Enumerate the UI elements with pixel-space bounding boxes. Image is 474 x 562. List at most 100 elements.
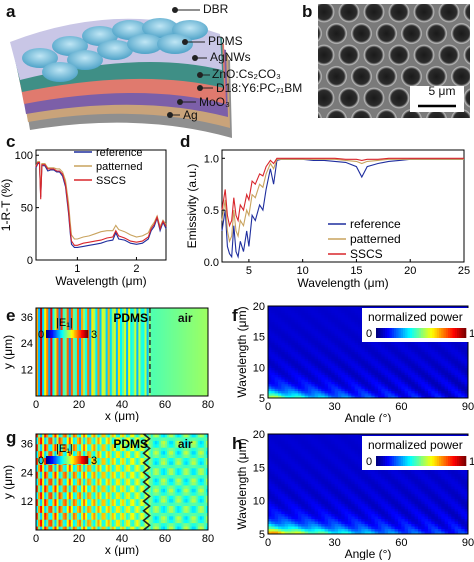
x-tick-label: 20 — [404, 265, 416, 277]
y-tick-label: 0 — [27, 255, 33, 267]
interface-line — [142, 433, 151, 531]
layer-label-active: D18:Y6:PC₇₁BM — [216, 81, 303, 95]
sem-pore — [450, 65, 470, 88]
x-tick-label: 25 — [458, 265, 470, 277]
y-tick-label: 15 — [253, 462, 265, 474]
y-tick-label: 12 — [21, 496, 33, 508]
x-tick-label: 0 — [33, 399, 39, 411]
sem-pore — [388, 4, 410, 23]
layer-label-dbr: DBR — [203, 2, 229, 16]
y-tick-label: 100 — [15, 150, 33, 162]
x-tick-label: 5 — [246, 265, 252, 277]
sem-pore — [438, 44, 460, 66]
y-axis-title: Wavelength (μm) — [236, 306, 249, 397]
x-tick-label: 60 — [395, 401, 407, 413]
colorbar-label: normalized power — [368, 438, 463, 452]
sem-pore — [363, 44, 385, 66]
sem-pore — [413, 4, 435, 23]
y-tick-label: 50 — [21, 203, 33, 215]
region-label-pdms: PDMS — [113, 437, 148, 451]
sem-pore — [338, 87, 360, 109]
panel-letter-e: e — [6, 306, 16, 325]
y-tick-label: 15 — [253, 332, 265, 344]
sem-pore — [375, 108, 398, 118]
series-line-patterned — [221, 158, 464, 244]
y-axis-title: Emissivity (a.u.) — [185, 164, 199, 249]
x-tick-label: 10 — [297, 265, 309, 277]
region-label-pdms: PDMS — [113, 311, 148, 325]
layer-stack-illustration — [10, 7, 232, 138]
panel-letter-g: g — [6, 428, 17, 447]
sem-pore — [318, 110, 323, 118]
x-axis-title: Angle (°) — [345, 411, 392, 422]
legend-label-patterned: patterned — [350, 232, 401, 246]
x-tick-label: 40 — [116, 399, 128, 411]
plot-frame — [35, 307, 209, 397]
x-axis-title: Wavelength (μm) — [297, 276, 388, 290]
y-tick-label: 36 — [21, 312, 33, 324]
panel-letter-b: b — [302, 2, 313, 21]
colorbar-min: 0 — [38, 455, 44, 467]
x-axis-title: x (μm) — [105, 409, 139, 422]
y-tick-label: 0.5 — [204, 205, 219, 217]
series-line-patterned — [35, 160, 167, 240]
sem-pore — [325, 22, 348, 45]
x-tick-label: 40 — [116, 533, 128, 545]
colorbar-max: 1 — [469, 456, 474, 468]
x-axis-title: x (μm) — [105, 543, 139, 556]
sem-pore — [463, 44, 470, 66]
sem-pore — [350, 65, 373, 88]
sem-pore — [375, 65, 398, 88]
sem-pore — [325, 108, 348, 118]
sem-pore — [438, 4, 460, 23]
x-tick-label: 20 — [73, 533, 85, 545]
sem-pore — [463, 87, 470, 109]
x-tick-label: 2 — [133, 263, 139, 275]
sem-pore — [338, 44, 360, 66]
colorbar-max: 1 — [469, 328, 474, 340]
field-map-g: |E₁| 0 3 PDMS air 0 20 40 60 80 12 24 36 x (μm) y (μm) — [1, 433, 214, 556]
series-line-reference — [35, 163, 167, 248]
sem-pore — [388, 87, 410, 109]
dbr-domes — [22, 18, 208, 82]
region-label-air: air — [178, 311, 193, 325]
panel-letter-a: a — [6, 2, 16, 21]
scalebar-box — [410, 86, 464, 112]
y-tick-label: 12 — [21, 365, 33, 377]
panel-letter-c: c — [6, 132, 16, 151]
sem-pore — [338, 4, 360, 23]
y-tick-label: 20 — [253, 429, 265, 441]
x-tick-label: 20 — [73, 399, 85, 411]
colorbar-max: 3 — [91, 329, 97, 341]
sem-pore — [350, 22, 373, 45]
legend-label-reference: reference — [96, 147, 142, 159]
legend-label-SSCS: SSCS — [96, 175, 126, 187]
y-tick-label: 36 — [21, 439, 33, 451]
sem-pore — [318, 67, 323, 86]
colorbar-min: 0 — [366, 456, 372, 468]
scalebar-label: 5 μm — [428, 84, 456, 98]
field-heatmap — [36, 308, 209, 397]
y-axis-title: 1-R-T (%) — [0, 179, 13, 231]
x-tick-label: 30 — [329, 401, 341, 413]
layer-label-pdms: PDMS — [208, 34, 243, 48]
colorbar-label: |E₁| — [56, 317, 73, 329]
sem-pore — [318, 87, 335, 109]
y-axis-title: y (μm) — [1, 465, 15, 499]
sem-pore — [450, 22, 470, 45]
x-tick-label: 60 — [395, 537, 407, 549]
field-map-e: |E₁| 0 3 PDMS air 0 20 40 60 80 12 24 36 x (μm) y (μm) — [1, 307, 214, 422]
layer-label-ag: Ag — [183, 108, 198, 122]
y-tick-label: 24 — [21, 467, 33, 479]
sem-pore — [425, 22, 448, 45]
x-tick-label: 60 — [159, 533, 171, 545]
x-tick-label: 1 — [74, 263, 80, 275]
plot-frame — [35, 433, 209, 531]
sem-pore — [363, 4, 385, 23]
sem-pore — [425, 65, 448, 88]
layer-label-agnws: AgNWs — [210, 50, 251, 64]
sem-pore — [318, 24, 323, 43]
sem-pore — [350, 108, 373, 118]
y-tick-label: 1.0 — [204, 153, 219, 165]
sem-pore — [388, 44, 410, 66]
